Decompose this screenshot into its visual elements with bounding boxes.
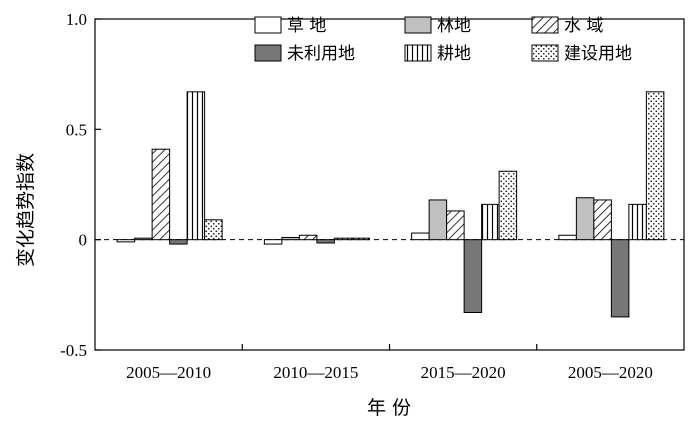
bar-4-0 [186, 91, 206, 241]
bar-2-0 [151, 148, 171, 241]
legend-swatch-3 [254, 44, 282, 62]
legend-label-3: 未利用地 [287, 44, 355, 64]
legend-label-2: 水 域 [564, 16, 603, 36]
bar-1-3 [575, 197, 595, 241]
legend-swatch-0 [254, 16, 282, 34]
bar-0-0 [116, 239, 136, 243]
legend-swatch-2 [531, 16, 559, 34]
y-axis-label: 变化趋势指数 [15, 153, 37, 267]
bar-4-2 [481, 203, 500, 241]
bar-3-1 [316, 239, 335, 244]
bar-5-1 [351, 237, 370, 241]
bar-3-2 [463, 239, 483, 313]
x-tick-label: 2005—2020 [568, 363, 653, 382]
bar-4-1 [333, 237, 353, 241]
bar-2-2 [446, 210, 465, 241]
y-tick-label: 1.0 [66, 10, 87, 29]
bar-1-0 [134, 237, 153, 241]
y-tick-label: 0 [79, 231, 88, 250]
legend-label-1: 林地 [437, 16, 471, 36]
bar-0-3 [558, 234, 577, 241]
legend-label-4: 耕地 [437, 44, 471, 64]
bar-5-3 [645, 91, 665, 241]
x-tick-label: 2010—2015 [273, 363, 358, 382]
bar-4-3 [628, 203, 647, 241]
bar-0-2 [411, 232, 430, 241]
bar-3-3 [610, 239, 630, 318]
bar-2-3 [593, 199, 612, 241]
legend-swatch-5 [531, 44, 559, 62]
x-tick-label: 2015—2020 [421, 363, 506, 382]
bar-5-2 [498, 170, 518, 241]
bar-0-1 [263, 239, 283, 245]
bar-5-0 [204, 219, 223, 241]
bar-1-1 [281, 236, 300, 241]
bar-3-0 [169, 239, 188, 245]
x-axis-label: 年 份 [367, 397, 411, 419]
y-tick-label: 0.5 [66, 120, 87, 139]
legend-swatch-1 [404, 16, 432, 34]
legend-label-5: 建设用地 [564, 44, 632, 64]
legend-swatch-4 [404, 44, 432, 62]
bar-1-2 [428, 199, 448, 241]
plot-frame [94, 18, 685, 351]
x-tick-label: 2005—2010 [126, 363, 211, 382]
bar-2-1 [298, 234, 318, 241]
y-tick-label: -0.5 [60, 341, 87, 360]
legend-label-0: 草 地 [287, 16, 326, 36]
